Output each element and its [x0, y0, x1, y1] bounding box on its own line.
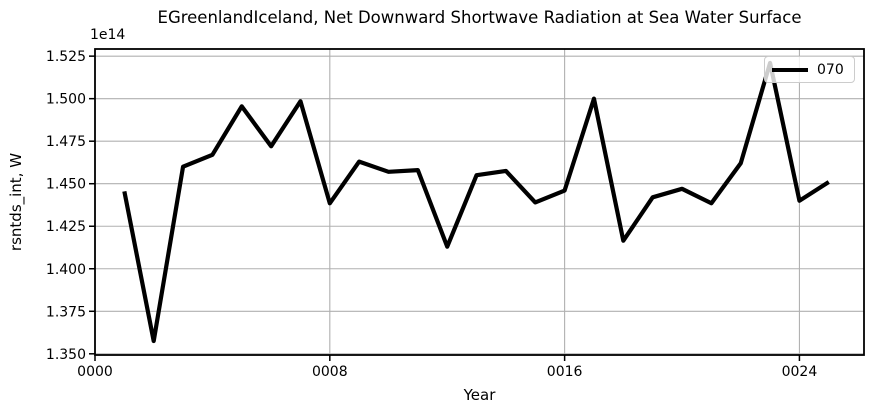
y-axis-offset-label: 1e14: [90, 27, 126, 43]
y-tick-label: 1.425: [46, 219, 86, 235]
y-tick-label: 1.375: [46, 304, 86, 320]
y-tick-label: 1.500: [46, 92, 86, 108]
axes-spines: [94, 48, 865, 356]
x-tick-label: 0016: [547, 364, 583, 380]
legend-label: 070: [817, 61, 844, 78]
legend: 070: [764, 56, 855, 83]
y-tick-label: 1.525: [46, 49, 86, 65]
x-tick-label: 0008: [312, 364, 348, 380]
y-tick-label: 1.450: [46, 177, 86, 193]
chart-title: EGreenlandIceland, Net Downward Shortwav…: [157, 8, 802, 27]
x-tick-label: 0000: [77, 364, 113, 380]
legend-line-sample-icon: [772, 67, 808, 72]
data-line-070: [122, 60, 830, 344]
x-axis-label: Year: [463, 386, 496, 404]
x-tick-label: 0024: [782, 364, 818, 380]
y-tick-label: 1.475: [46, 134, 86, 150]
y-tick-label: 1.350: [46, 347, 86, 363]
y-tick-label: 1.400: [46, 262, 86, 278]
